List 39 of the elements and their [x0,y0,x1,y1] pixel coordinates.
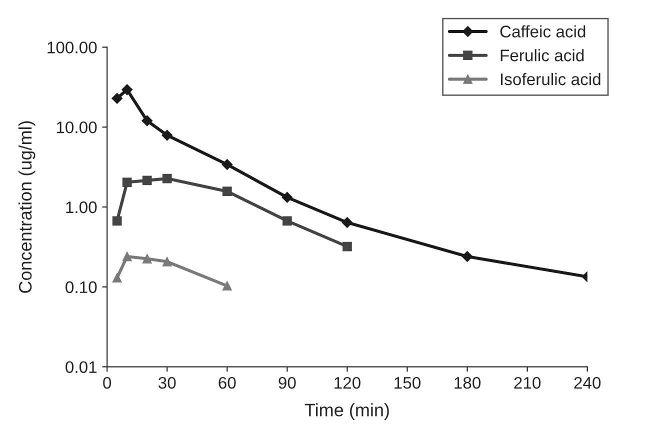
point [462,251,473,262]
x-tick-label: 0 [103,376,112,389]
x-tick-label: 30 [158,376,176,389]
point [122,84,133,96]
x-tick-label: 150 [394,376,420,389]
legend-label: Ferulic acid [500,49,584,62]
y-tick-label: 0.10 [66,281,97,294]
x-tick-label: 120 [334,376,360,389]
x-tick-label: 90 [278,376,296,389]
point [282,192,293,203]
point [162,174,172,184]
y-axis-title: Concentration (ug/ml) [18,121,36,293]
y-tick-label: 100.00 [48,42,97,54]
point [142,115,153,126]
legend-label: Isoferulic acid [501,72,600,86]
point [112,273,122,282]
point [222,281,232,291]
point [112,92,123,104]
point [162,256,172,266]
x-axis-title: Time (min) [304,403,389,420]
x-tick-label: 240 [574,376,601,389]
y-tick-label: 10.00 [56,121,97,134]
x-tick-label: 210 [514,376,541,389]
point [282,216,292,226]
point [122,178,132,187]
point [142,176,152,186]
y-tick-label: 0.01 [66,361,97,373]
point [142,254,152,264]
y-tick-label: 1.00 [66,201,97,214]
point [222,186,232,196]
point [122,252,132,262]
point [342,242,352,252]
point [112,216,122,226]
legend-label: Caffeic acid [500,25,586,38]
x-tick-label: 180 [454,376,481,389]
point [222,159,233,170]
point [162,130,173,141]
x-tick-label: 60 [218,376,236,389]
point [342,217,353,228]
